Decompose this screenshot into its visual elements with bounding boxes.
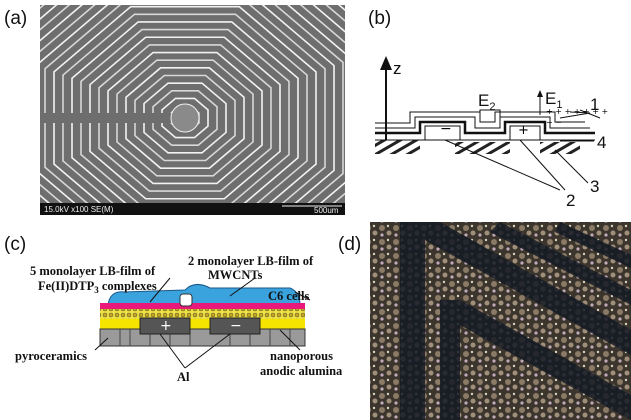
panel-label: (b)	[368, 8, 391, 29]
electrode-center	[171, 104, 199, 132]
field-base: E	[478, 91, 489, 110]
panel-label: (c)	[4, 234, 26, 255]
part-number: 4	[597, 133, 606, 152]
annotation: MWCNTs	[208, 268, 263, 282]
sem-info: 15.0kV x100 SE(M)	[44, 205, 114, 214]
annotation: pyroceramics	[15, 349, 87, 363]
annotation: 2 monolayer LB-film of	[188, 254, 314, 268]
annotation: Fe(II)DTP3 complexes	[38, 279, 157, 295]
figure: (a) 15.0kV x100 SE(M) 500um (b) − + + + …	[0, 0, 631, 420]
panel-label: (d)	[338, 234, 361, 255]
svg-text:−: −	[230, 318, 242, 334]
annotation-base: Fe(II)DTP	[38, 279, 95, 293]
svg-text:− −: − −	[546, 118, 562, 127]
part-number: 3	[590, 177, 599, 196]
annotation: anodic alumina	[260, 364, 343, 378]
annotation: C6 cells	[268, 289, 309, 303]
axis-label: z	[393, 59, 402, 78]
field-sub: 2	[489, 101, 495, 113]
field-label: E1	[545, 89, 562, 111]
svg-text:+: +	[160, 318, 172, 334]
schematic: − + + + + + + + + − −	[375, 56, 608, 190]
part-number: 2	[566, 191, 575, 210]
field-label: E2	[478, 91, 495, 113]
svg-text:−: −	[440, 121, 452, 137]
scale-bar-label: 500um	[314, 206, 339, 215]
micrograph	[370, 222, 631, 420]
annotation-rest: complexes	[99, 279, 157, 293]
part-number: 1	[590, 95, 599, 114]
field-sub: 1	[556, 99, 562, 111]
field-base: E	[545, 89, 556, 108]
annotation: nanoporous	[270, 349, 333, 363]
panel-label: (a)	[4, 8, 27, 29]
annotation: 5 monolayer LB-film of	[30, 264, 156, 278]
annotation: Al	[177, 370, 190, 384]
svg-text:+: +	[518, 123, 529, 138]
electrode-feed	[40, 113, 180, 123]
